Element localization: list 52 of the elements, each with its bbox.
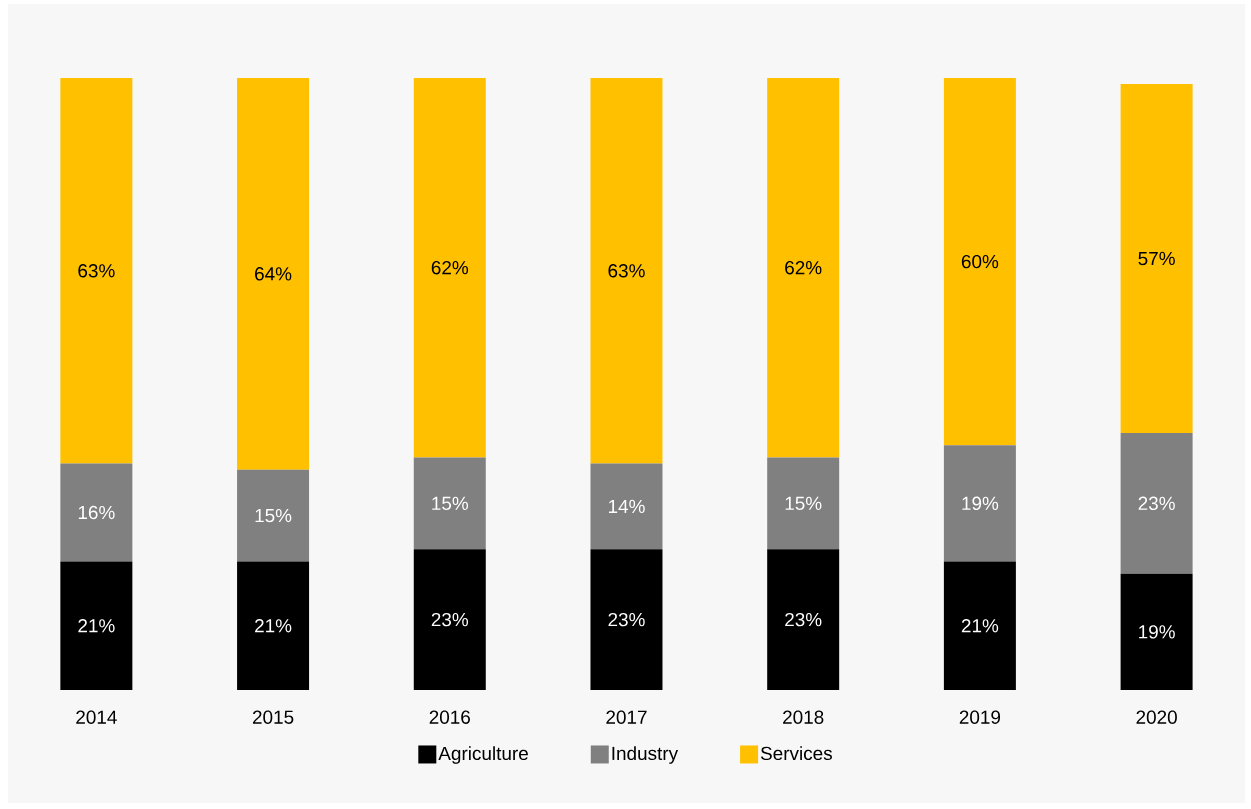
- bar: [413, 77, 486, 458]
- data-label: 14%: [608, 499, 645, 513]
- data-label: 62%: [785, 261, 822, 275]
- bar: [943, 77, 1016, 446]
- bar: [943, 561, 1016, 690]
- data-label: 15%: [432, 496, 469, 510]
- x-tick-label: 2017: [606, 710, 647, 724]
- legend-label: Agriculture: [438, 746, 528, 764]
- bar: [1120, 573, 1193, 690]
- data-label: 23%: [431, 612, 469, 627]
- bar: [60, 561, 133, 690]
- legend-label: Industry: [612, 746, 679, 764]
- bar: [237, 469, 310, 562]
- bar: [1120, 432, 1193, 574]
- data-label: 21%: [961, 619, 999, 633]
- data-label: 23%: [608, 612, 645, 627]
- data-label: 16%: [78, 505, 115, 520]
- data-label: 64%: [255, 267, 292, 281]
- bar: [767, 549, 840, 690]
- legend-label: Services: [760, 746, 832, 761]
- x-tick-label: 2020: [1136, 710, 1177, 724]
- data-label: 21%: [255, 619, 292, 633]
- data-label: 63%: [608, 264, 645, 278]
- x-tick-label: 2018: [783, 710, 824, 724]
- bar: [413, 549, 486, 690]
- bar: [60, 463, 133, 562]
- data-label: 63%: [78, 264, 115, 278]
- bar: [590, 549, 663, 690]
- data-label: 23%: [785, 612, 822, 627]
- data-label: 19%: [962, 496, 999, 511]
- data-label: 60%: [961, 254, 999, 269]
- data-label: 21%: [78, 619, 115, 633]
- bar: [767, 77, 840, 458]
- bar: [237, 77, 310, 470]
- x-tick-label: 2019: [959, 710, 1001, 724]
- bar: [590, 77, 663, 464]
- data-label: 62%: [431, 261, 469, 275]
- data-label: 57%: [1138, 251, 1175, 266]
- data-label: 19%: [1139, 625, 1175, 639]
- bar: [1120, 84, 1193, 433]
- data-label: 23%: [1138, 496, 1175, 511]
- x-tick-label: 2014: [76, 710, 117, 724]
- bar: [590, 463, 663, 550]
- data-label: 15%: [255, 508, 292, 523]
- bar: [767, 457, 840, 550]
- bar: [60, 77, 133, 464]
- bar: [943, 445, 1016, 562]
- bar: [413, 457, 486, 550]
- data-label: 15%: [785, 496, 822, 510]
- bar: [237, 561, 310, 690]
- x-tick-label: 2015: [252, 710, 294, 724]
- x-tick-label: 2016: [429, 710, 470, 724]
